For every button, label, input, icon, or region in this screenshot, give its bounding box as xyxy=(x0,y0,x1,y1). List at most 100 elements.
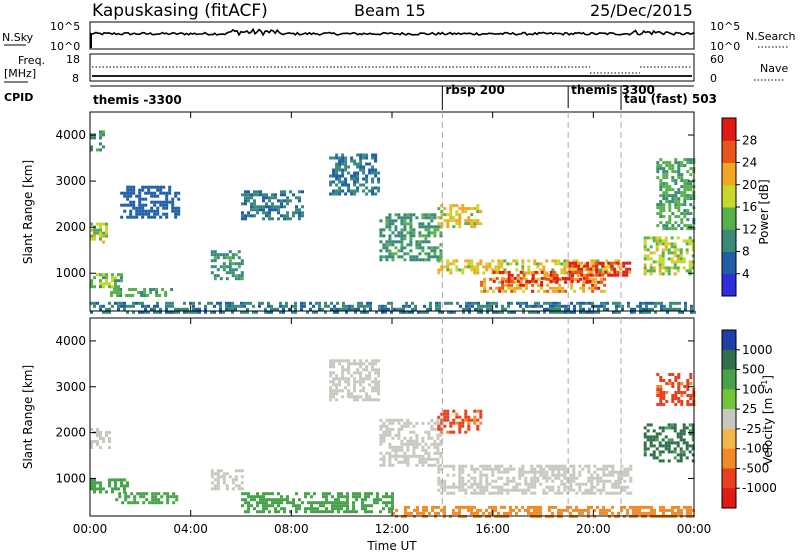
heatmap-cell xyxy=(225,307,228,311)
nsky-tick-top: 10^5 xyxy=(50,20,80,33)
heatmap-cell xyxy=(153,212,157,216)
heatmap-cell xyxy=(344,159,348,163)
heatmap-cell xyxy=(338,165,342,169)
heatmap-cell xyxy=(548,508,551,512)
heatmap-cell xyxy=(546,307,549,311)
heatmap-cell xyxy=(204,307,207,311)
heatmap-cell xyxy=(661,242,665,246)
heatmap-cell xyxy=(265,501,268,505)
heatmap-cell xyxy=(477,310,480,314)
heatmap-cell xyxy=(497,470,501,474)
heatmap-cell xyxy=(126,215,130,219)
heatmap-cell xyxy=(579,310,582,314)
heatmap-cell xyxy=(370,504,373,508)
heatmap-cell xyxy=(374,168,378,172)
heatmap-cell xyxy=(388,255,392,259)
heatmap-cell xyxy=(280,495,283,499)
heatmap-cell xyxy=(270,307,273,311)
heatmap-cell xyxy=(480,307,483,311)
heatmap-cell xyxy=(673,426,677,430)
heatmap-cell xyxy=(155,294,159,297)
heatmap-cell xyxy=(325,495,328,499)
heatmap-cell xyxy=(662,379,666,382)
heatmap-cell xyxy=(406,439,410,443)
heatmap-cell xyxy=(549,310,552,314)
beam-title: Beam 15 xyxy=(354,1,426,20)
heatmap-cell xyxy=(587,464,591,468)
heatmap-cell xyxy=(159,203,163,207)
heatmap-cell xyxy=(141,304,144,308)
heatmap-cell xyxy=(126,304,129,308)
heatmap-cell xyxy=(563,470,567,474)
heatmap-cell xyxy=(665,170,669,174)
heatmap-cell xyxy=(102,487,105,491)
heatmap-cell xyxy=(572,488,576,492)
heatmap-cell xyxy=(329,386,333,390)
heatmap-cell xyxy=(440,210,444,214)
heatmap-cell xyxy=(424,252,428,256)
heatmap-cell xyxy=(123,478,126,482)
heatmap-cell xyxy=(473,511,476,515)
heatmap-cell xyxy=(177,209,181,213)
heatmap-cell xyxy=(470,491,474,495)
heatmap-cell xyxy=(114,276,117,280)
heatmap-cell xyxy=(344,183,348,187)
heatmap-cell xyxy=(415,216,419,220)
colorbar-tick-label: 28 xyxy=(742,133,757,147)
heatmap-cell xyxy=(686,185,690,189)
heatmap-cell xyxy=(443,265,447,269)
heatmap-cell xyxy=(256,193,259,197)
heatmap-cell xyxy=(440,491,444,495)
heatmap-cell xyxy=(172,495,176,499)
heatmap-cell xyxy=(351,307,354,311)
heatmap-cell xyxy=(93,481,96,485)
heatmap-cell xyxy=(638,508,641,512)
heatmap-cell xyxy=(361,504,364,508)
nave-label: Nave xyxy=(760,62,788,75)
heatmap-cell xyxy=(385,255,389,259)
heatmap-cell xyxy=(530,464,534,468)
heatmap-cell xyxy=(479,210,483,214)
heatmap-cell xyxy=(659,188,663,192)
heatmap-cell xyxy=(126,188,130,192)
heatmap-cell xyxy=(240,271,244,275)
heatmap-cell xyxy=(283,507,286,511)
heatmap-cell xyxy=(162,203,166,207)
heatmap-cell xyxy=(165,203,169,207)
heatmap-cell xyxy=(381,307,384,311)
heatmap-cell xyxy=(587,491,591,495)
heatmap-cell xyxy=(228,268,232,272)
heatmap-cell xyxy=(686,161,690,165)
heatmap-cell xyxy=(102,440,105,443)
heatmap-cell xyxy=(594,277,598,281)
heatmap-cell xyxy=(635,505,638,509)
heatmap-cell xyxy=(338,189,342,193)
heatmap-cell xyxy=(673,450,677,454)
heatmap-cell xyxy=(593,268,597,272)
heatmap-cell xyxy=(315,310,318,314)
heatmap-cell xyxy=(673,251,677,255)
heatmap-cell xyxy=(591,304,594,308)
heatmap-cell xyxy=(409,222,413,226)
heatmap-cell xyxy=(234,262,238,266)
heatmap-cell xyxy=(557,262,561,266)
heatmap-cell xyxy=(406,463,410,467)
heatmap-cell xyxy=(582,286,586,290)
heatmap-cell xyxy=(415,439,419,443)
heatmap-cell xyxy=(671,400,675,403)
heatmap-cell xyxy=(435,307,438,311)
heatmap-cell xyxy=(213,484,217,488)
heatmap-cell xyxy=(361,507,364,511)
heatmap-cell xyxy=(670,441,674,445)
heatmap-cell xyxy=(341,371,345,375)
heatmap-cell xyxy=(595,270,599,274)
heatmap-cell xyxy=(400,246,404,250)
heatmap-cell xyxy=(506,467,510,471)
heatmap-cell xyxy=(449,491,453,495)
heatmap-cell xyxy=(488,467,492,471)
heatmap-cell xyxy=(316,510,319,514)
heatmap-cell xyxy=(404,508,407,512)
heatmap-cell xyxy=(388,501,391,505)
heatmap-cell xyxy=(590,479,594,483)
heatmap-cell xyxy=(667,441,671,445)
